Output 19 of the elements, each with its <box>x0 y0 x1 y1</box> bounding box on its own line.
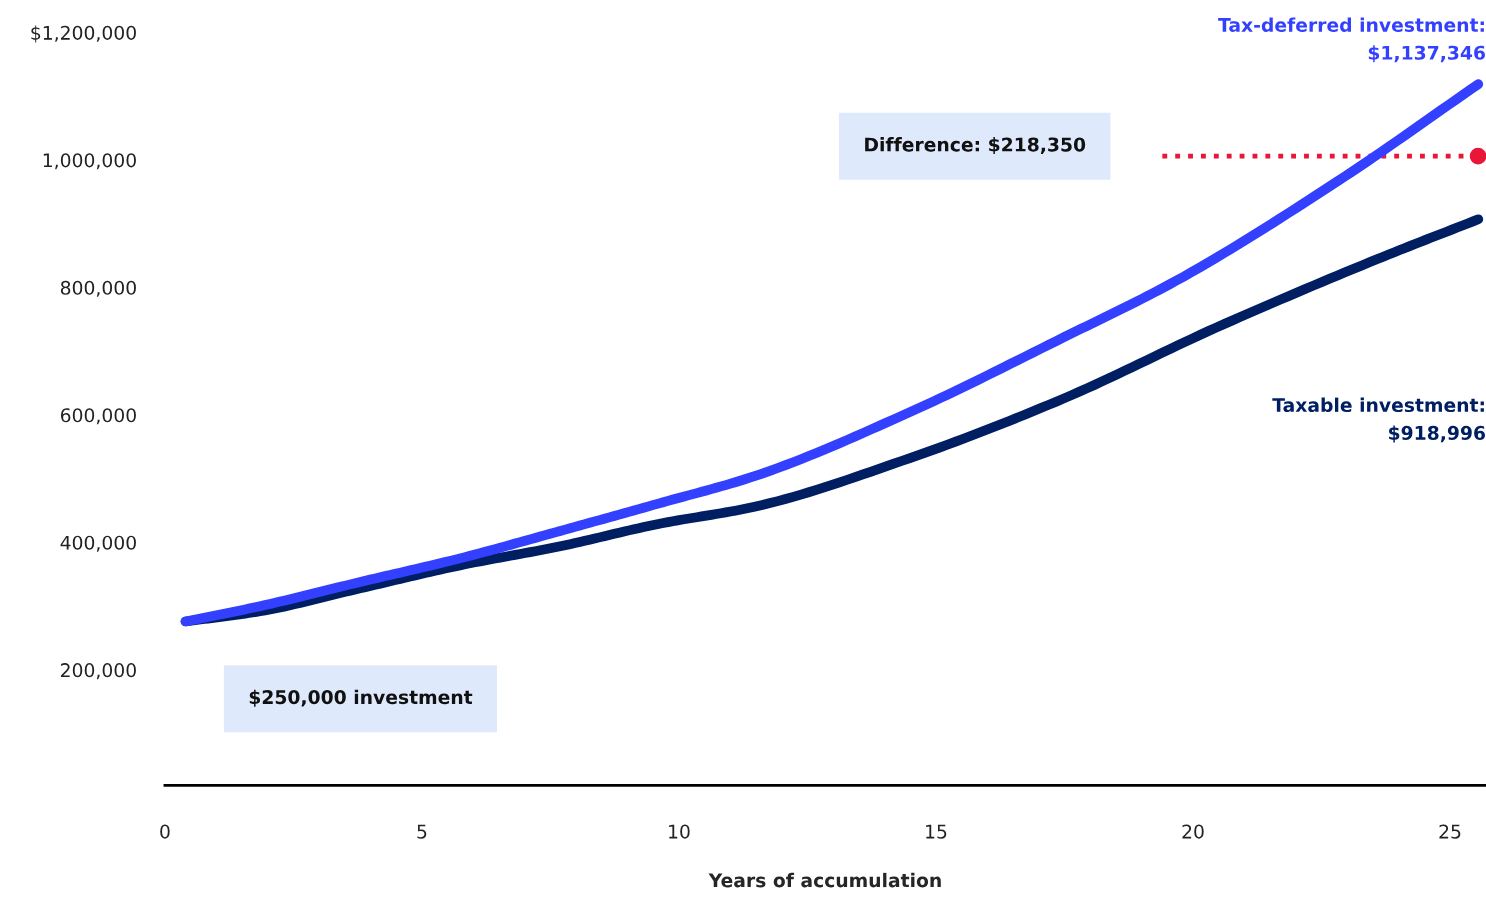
text: Tax-deferred investment: <box>1218 17 1484 32</box>
y-tick-label: 800,000 <box>60 280 136 297</box>
y-tick-label: $1,200,000 <box>31 25 136 43</box>
annotation: $918,996 <box>1389 425 1485 443</box>
y-tick-label: 600,000 <box>60 408 136 425</box>
x-tick-label: 10 <box>669 824 690 839</box>
x-tick-label: 25 <box>1439 824 1461 839</box>
annotation: $1,137,346 <box>1368 45 1485 63</box>
y-tick-label: 400,000 <box>60 535 136 552</box>
x-tick-label: 0 <box>160 824 170 839</box>
y-tick-label: 200,000 <box>61 663 136 680</box>
x-tick-label: 5 <box>417 824 427 839</box>
x-tick-label: 15 <box>926 824 947 839</box>
annotation: $250,000 investment <box>249 689 473 707</box>
x-tick-label: 20 <box>1182 824 1204 839</box>
x-axis-title: Years of accumulation <box>708 872 941 888</box>
y-tick-label: 1,000,000 <box>43 153 136 170</box>
text: Taxable investment: <box>1272 397 1484 413</box>
annotation: Difference: $218,350 <box>865 137 1086 155</box>
